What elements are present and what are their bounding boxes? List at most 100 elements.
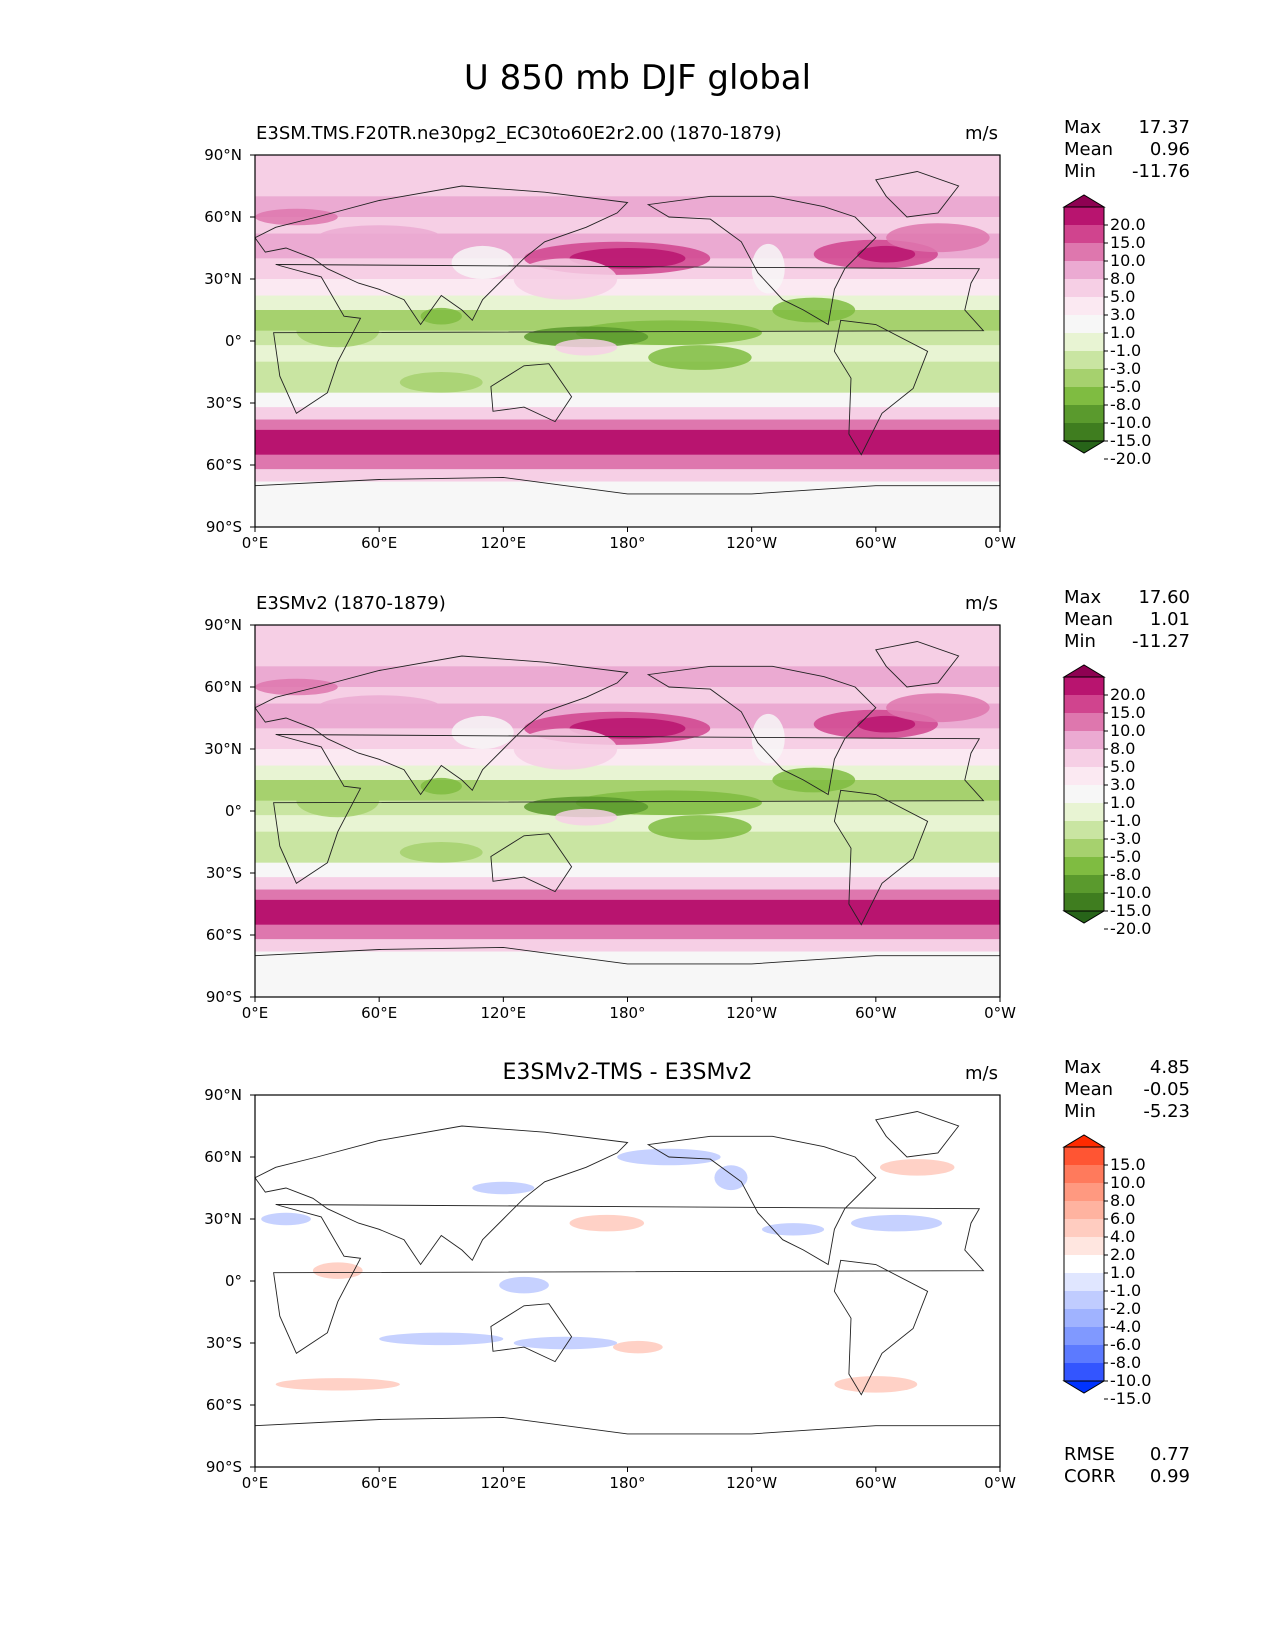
- anomaly-contour: [762, 1223, 825, 1236]
- colorbar-label: -5.0: [1110, 377, 1142, 396]
- coastline-south-america: [833, 1259, 929, 1396]
- colorbar-swatch: [1064, 1363, 1104, 1381]
- colorbar-label: -1.0: [1110, 1281, 1142, 1300]
- colorbar-label: 2.0: [1110, 1245, 1136, 1264]
- colorbar-label: 8.0: [1110, 1191, 1136, 1210]
- colorbar-label: -20.0: [1110, 449, 1152, 468]
- colorbar-swatch: [1064, 677, 1104, 695]
- panel-2-max-label: Max: [1064, 587, 1102, 608]
- colorbar-label: -20.0: [1110, 919, 1152, 938]
- x-tick-label: 0°E: [241, 534, 269, 552]
- colorbar-swatch: [1064, 1291, 1104, 1309]
- colorbar-label: 8.0: [1110, 269, 1136, 288]
- y-tick-label: 60°N: [204, 1148, 242, 1166]
- coastline-australia: [490, 363, 573, 423]
- y-tick-label: 60°S: [205, 456, 242, 474]
- wind-contour: [772, 767, 856, 793]
- coastline-south-america: [833, 789, 929, 926]
- colorbar-swatch: [1064, 713, 1104, 731]
- colorbar-swatch: [1064, 1147, 1104, 1165]
- colorbar-swatch: [1064, 821, 1104, 839]
- colorbar-label: 10.0: [1110, 721, 1146, 740]
- x-tick-label: 120°E: [480, 1474, 527, 1492]
- colorbar-swatch: [1064, 261, 1104, 279]
- colorbar-swatch: [1064, 1165, 1104, 1183]
- colorbar-label: 15.0: [1110, 1155, 1146, 1174]
- colorbar-swatch: [1064, 875, 1104, 893]
- colorbar-label: -8.0: [1110, 1353, 1142, 1372]
- colorbar-label: -15.0: [1110, 1389, 1152, 1408]
- coastline-antarctica: [255, 1416, 1000, 1435]
- wind-band: [255, 924, 1000, 940]
- y-tick-label: 30°N: [204, 1210, 242, 1228]
- y-tick-label: 90°N: [204, 146, 242, 164]
- wind-band: [255, 392, 1000, 408]
- y-tick-label: 90°N: [204, 616, 242, 634]
- colorbar-label: -5.0: [1110, 847, 1142, 866]
- colorbar-swatch: [1064, 1219, 1104, 1237]
- colorbar-label: -3.0: [1110, 829, 1142, 848]
- colorbar-label: -4.0: [1110, 1317, 1142, 1336]
- colorbar-swatch: [1064, 207, 1104, 225]
- colorbar-label: 15.0: [1110, 233, 1146, 252]
- panel-3-min-value: -5.23: [1143, 1101, 1190, 1122]
- colorbar-swatch: [1064, 767, 1104, 785]
- y-tick-label: 90°S: [205, 1458, 242, 1476]
- wind-band: [255, 361, 1000, 394]
- y-tick-label: 0°: [224, 1272, 242, 1290]
- wind-band: [255, 454, 1000, 470]
- colorbar-label: 3.0: [1110, 305, 1136, 324]
- wind-contour: [555, 338, 618, 356]
- panel-2-mean-value: 1.01: [1149, 609, 1190, 630]
- wind-band: [255, 815, 1000, 833]
- colorbar-frame: [1063, 676, 1105, 912]
- panel-3-mean-value: -0.05: [1143, 1079, 1190, 1100]
- anomaly-contour: [569, 1214, 645, 1232]
- colorbar-swatch: [1064, 315, 1104, 333]
- wind-band: [255, 749, 1000, 767]
- x-tick-label: 0°W: [984, 534, 1016, 552]
- colorbar-swatch: [1064, 1327, 1104, 1345]
- x-tick-label: 60°W: [855, 1004, 897, 1022]
- panel-1-map: [250, 154, 1001, 532]
- anomaly-contour: [851, 1214, 943, 1232]
- coastline-greenland: [875, 641, 960, 688]
- wind-contour: [296, 784, 380, 818]
- coastline-africa: [273, 1204, 985, 1354]
- wind-band: [255, 295, 1000, 311]
- wind-band: [255, 407, 1000, 421]
- y-tick-label: 90°N: [204, 1086, 242, 1104]
- colorbar-label: 15.0: [1110, 703, 1146, 722]
- colorbar-label: -10.0: [1110, 883, 1152, 902]
- anomaly-contour: [312, 1262, 363, 1279]
- colorbar-label: 20.0: [1110, 215, 1146, 234]
- colorbar-swatch: [1064, 333, 1104, 351]
- colorbar-extend-min: [1062, 440, 1106, 454]
- panel-2-mean-label: Mean: [1064, 609, 1114, 630]
- coastline-eurasia: [255, 1125, 629, 1266]
- colorbar-frame: [1063, 1146, 1105, 1382]
- anomaly-contour: [714, 1165, 748, 1191]
- wind-contour: [255, 208, 338, 226]
- coastline-south-america: [833, 319, 929, 456]
- wind-band: [255, 862, 1000, 878]
- colorbar-label: 1.0: [1110, 793, 1136, 812]
- panel-2-colorbar: [1062, 664, 1108, 930]
- x-tick-label: 180°: [609, 1004, 646, 1022]
- panel-1-colorbar: [1062, 194, 1108, 460]
- x-tick-label: 120°W: [726, 534, 778, 552]
- y-tick-label: 30°S: [205, 394, 242, 412]
- coastline-africa: [273, 264, 985, 414]
- colorbar-label: -15.0: [1110, 901, 1152, 920]
- wind-contour: [317, 695, 442, 721]
- y-tick-label: 90°S: [205, 518, 242, 536]
- colorbar-label: -2.0: [1110, 1299, 1142, 1318]
- wind-contour: [451, 715, 514, 749]
- x-tick-label: 60°W: [855, 1474, 897, 1492]
- wind-contour: [317, 225, 442, 251]
- map-background: [255, 1095, 1000, 1467]
- panel-3-mean-label: Mean: [1064, 1079, 1114, 1100]
- colorbar-extend-min: [1062, 910, 1106, 924]
- colorbar-label: -15.0: [1110, 431, 1152, 450]
